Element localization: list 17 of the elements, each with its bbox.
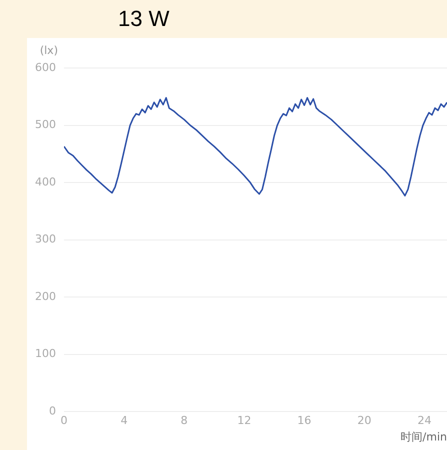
x-tick-label: 24 [417,414,432,428]
y-tick-label: 600 [34,60,56,74]
x-axis-title: 时间/min [400,430,447,444]
x-tick-label: 8 [180,414,188,428]
y-tick-label: 400 [34,175,56,188]
y-tick-label: 0 [48,404,56,418]
x-tick-label: 0 [60,414,68,428]
y-tick-label: 300 [34,232,56,246]
chart-title: 13 W [118,6,170,32]
y-tick-label: 100 [34,347,56,360]
y-tick-label: 200 [34,290,56,303]
x-tick-label: 20 [357,414,372,428]
x-tick-label: 12 [237,414,252,428]
x-tick-label: 4 [120,414,128,428]
y-axis-title: (lx) [40,44,58,57]
x-tick-label: 16 [297,414,312,428]
y-tick-label: 500 [34,118,56,132]
